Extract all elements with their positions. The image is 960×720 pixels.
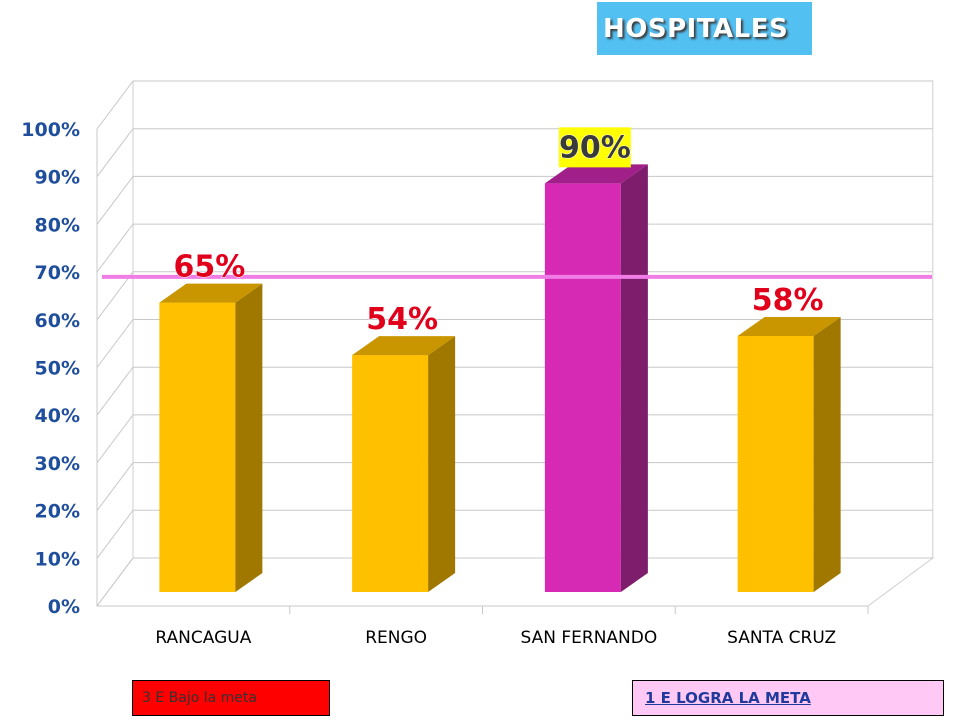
data-label: 58% [752, 283, 824, 318]
gridline [96, 414, 933, 464]
bar [159, 302, 236, 592]
chart-bars [159, 164, 841, 592]
y-tick-label: 80% [35, 214, 80, 236]
bar-top [352, 336, 456, 356]
y-tick-label: 90% [35, 167, 80, 189]
gridline [96, 557, 933, 607]
gridline [96, 319, 933, 368]
y-tick-label: 30% [35, 453, 80, 475]
bar-side [620, 164, 648, 592]
chart-axes: 0% 10% 20% 30% 40% 50% 60% 70% 80% 90% 100% RANCAGU… [21, 119, 869, 648]
x-tick-label: SANTA CRUZ [727, 628, 836, 648]
legend-achieved-goal: 1 E LOGRA LA META [632, 680, 944, 716]
chart-grid [96, 80, 935, 607]
gridline [96, 223, 933, 273]
gridline [96, 366, 933, 416]
gridline [96, 462, 933, 511]
chart-title: HOSPITALES [603, 13, 789, 44]
bar-side [813, 316, 841, 592]
gridline [96, 128, 933, 177]
legend-achieved-goal-label: 1 E LOGRA LA META [645, 689, 811, 707]
data-label: 65% [173, 250, 245, 285]
chart-data-labels: 65% 54% 90% 58% [173, 127, 824, 338]
data-label: 90% [559, 130, 631, 165]
bar-top [159, 283, 263, 303]
y-tick-label: 20% [35, 501, 80, 523]
gridline [96, 175, 933, 225]
x-tick-label: RANCAGUA [155, 628, 251, 648]
bar-side [235, 283, 263, 592]
legend-below-goal-label: 3 E Bajo la meta [142, 690, 257, 706]
y-tick-label: 0% [48, 596, 80, 618]
x-tick-label: SAN FERNANDO [521, 628, 658, 648]
data-label-background [558, 127, 631, 168]
y-tick-label: 40% [35, 405, 80, 427]
bar [737, 335, 814, 592]
y-tick-label: 10% [35, 548, 80, 570]
y-tick-label: 100% [21, 119, 80, 141]
legend-below-goal: 3 E Bajo la meta [132, 680, 330, 716]
gridline [96, 80, 933, 130]
bar [352, 355, 429, 592]
data-label: 54% [366, 302, 438, 337]
y-tick-label: 50% [35, 358, 80, 380]
title-banner: HOSPITALES [597, 2, 812, 55]
gridline [96, 271, 933, 321]
bar-top [544, 164, 648, 184]
x-tick-label: RENGO [365, 628, 427, 648]
y-tick-label: 70% [35, 262, 80, 284]
bar-side [428, 336, 456, 592]
gridline [96, 509, 933, 559]
bar-top [737, 316, 841, 336]
y-tick-label: 60% [35, 310, 80, 332]
bar [544, 183, 621, 592]
